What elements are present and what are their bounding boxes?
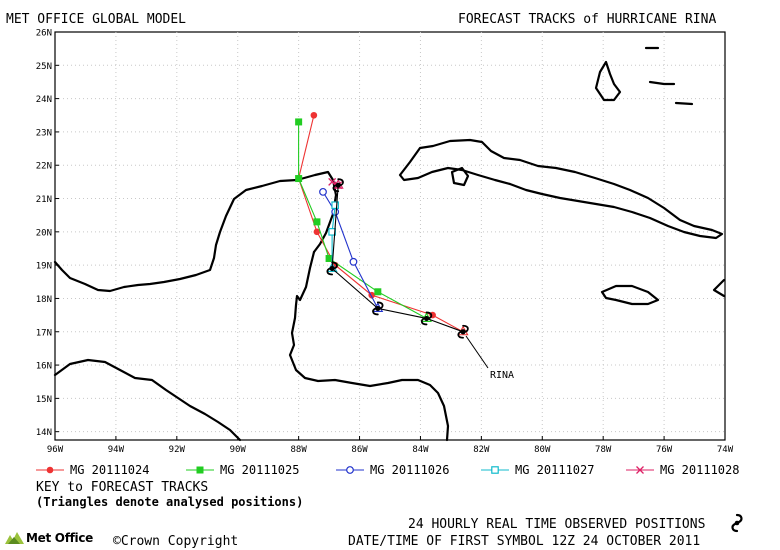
lon-label: 94W [108, 445, 125, 455]
lat-label: 23N [36, 128, 52, 138]
track-point [295, 175, 303, 183]
legend-marker-icon [336, 466, 364, 474]
track-point [313, 218, 321, 226]
coast-bahamas-2 [648, 80, 676, 86]
lat-label: 15N [36, 395, 52, 405]
lat-label: 22N [36, 162, 52, 172]
legend-item: MG 20111026 [336, 462, 449, 478]
coastlines [53, 46, 726, 442]
legend-label: MG 20111024 [70, 463, 150, 477]
observed-positions-note: 24 HOURLY REAL TIME OBSERVED POSITIONS [408, 517, 706, 532]
track-line [298, 121, 427, 319]
legend-marker [636, 466, 644, 474]
track-point [325, 254, 333, 262]
legend-marker-icon [36, 466, 64, 474]
coast-isla-juventud [450, 166, 470, 187]
lon-label: 84W [412, 445, 429, 455]
copyright: ©Crown Copyright [113, 534, 239, 549]
met-office-logo-text: Met Office [26, 531, 94, 545]
hurricane-symbol-icon [332, 178, 344, 193]
legend-marker-icon [626, 466, 654, 474]
lon-label: 74W [717, 445, 734, 455]
legend-item: MG 20111027 [481, 462, 594, 478]
legend-marker [491, 466, 499, 474]
axis-labels: 26N 25N 24N 23N 22N 21N 20N 19N 18N 17N 16N 15N 14N 9… [36, 29, 734, 456]
track-point [313, 228, 321, 236]
lat-label: 14N [36, 428, 52, 438]
track-point [295, 118, 303, 126]
track-point [374, 288, 382, 296]
coast-hispaniola [712, 278, 726, 298]
track-point [331, 201, 339, 209]
legend-marker [346, 466, 354, 474]
lat-label: 26N [36, 29, 52, 39]
lon-label: 88W [291, 445, 308, 455]
hurricane-symbol-icon [372, 301, 384, 316]
lat-label: 25N [36, 62, 52, 72]
hurricane-icon [731, 513, 743, 533]
lat-label: 16N [36, 362, 52, 372]
chart-title: FORECAST TRACKS of HURRICANE RINA [458, 12, 717, 27]
track-point [328, 177, 337, 186]
coast-bahamas-1 [594, 60, 622, 102]
map-frame [54, 31, 726, 441]
lon-label: 80W [534, 445, 551, 455]
legend-label: MG 20111028 [660, 463, 740, 477]
model-title: MET OFFICE GLOBAL MODEL [6, 12, 187, 27]
legend-item: MG 20111024 [36, 462, 149, 478]
legend-marker [46, 466, 54, 474]
legend-label: MG 20111025 [220, 463, 300, 477]
lat-label: 17N [36, 328, 52, 338]
lon-label: 90W [230, 445, 247, 455]
legend-marker-icon [481, 466, 509, 474]
storm-label-pointer [465, 335, 489, 369]
hurricane-symbol-icon [457, 324, 469, 339]
coast-cuba [398, 138, 724, 240]
track-point [349, 257, 358, 266]
track-point [328, 228, 336, 236]
storm-label: RINA [490, 370, 514, 381]
coast-jamaica [600, 284, 660, 306]
legend-marker-icon [186, 466, 214, 474]
coast-pacific [53, 358, 242, 442]
lon-label: 92W [169, 445, 186, 455]
met-office-logo: Met Office [4, 530, 93, 546]
track-point [319, 187, 327, 196]
met-office-logo-icon [5, 532, 24, 544]
track-line [322, 191, 379, 309]
key-title: KEY to FORECAST TRACKS [36, 480, 209, 495]
key-note: (Triangles denote analysed positions) [36, 495, 304, 509]
legend-marker [196, 466, 204, 474]
hurricane-symbol-icon [326, 261, 338, 276]
lon-label: 76W [656, 445, 673, 455]
coast-bahamas-4 [674, 101, 694, 106]
lat-label: 19N [36, 262, 52, 272]
track-point [310, 111, 318, 119]
legend-item: MG 20111025 [186, 462, 299, 478]
first-symbol-date: DATE/TIME OF FIRST SYMBOL 12Z 24 OCTOBER… [348, 534, 701, 549]
legend-label: MG 20111026 [370, 463, 450, 477]
lon-label: 86W [351, 445, 368, 455]
lat-label: 21N [36, 195, 52, 205]
hurricane-symbol-icon [420, 311, 433, 326]
legend-item: MG 20111028 [626, 462, 739, 478]
observed-track [326, 178, 469, 339]
lon-label: 82W [473, 445, 490, 455]
legend: MG 20111024 MG 20111025 MG 20111026 MG 2011… [36, 462, 776, 478]
lat-label: 18N [36, 295, 52, 305]
track-mg-20111027 [326, 201, 339, 273]
lat-label: 24N [36, 95, 52, 105]
lon-label: 78W [595, 445, 612, 455]
lat-label: 20N [36, 228, 52, 238]
legend-label: MG 20111027 [515, 463, 595, 477]
lon-label: 96W [47, 445, 64, 455]
coast-belize [288, 250, 450, 442]
